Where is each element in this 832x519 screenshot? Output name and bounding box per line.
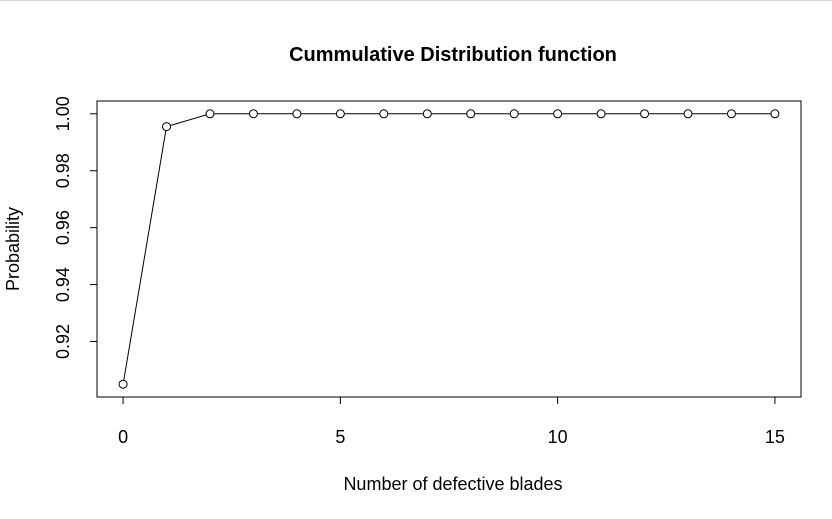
chart-title: Cummulative Distribution function (289, 44, 617, 66)
data-point (770, 109, 780, 119)
data-point (466, 109, 476, 119)
y-tick-label: 0.98 (53, 153, 73, 188)
x-tick-label: 10 (548, 427, 568, 447)
y-tick-label: 1.00 (53, 96, 73, 131)
data-point (205, 109, 215, 119)
data-point (292, 109, 302, 119)
y-axis-label: Probability (3, 207, 23, 291)
data-point (422, 109, 432, 119)
plot-frame (96, 100, 802, 398)
data-point (553, 109, 563, 119)
data-point (596, 109, 606, 119)
y-tick-label: 0.96 (53, 210, 73, 245)
y-tick-label: 0.92 (53, 324, 73, 359)
x-tick-label: 5 (335, 427, 345, 447)
x-tick-label: 15 (765, 427, 785, 447)
data-point (162, 122, 172, 132)
data-point (509, 109, 519, 119)
x-axis-label: Number of defective blades (343, 474, 562, 494)
y-tick-label: 0.94 (53, 267, 73, 302)
data-point (248, 109, 258, 119)
data-points (118, 109, 780, 389)
x-axis: 0 5 10 15 (118, 397, 785, 447)
data-point (335, 109, 345, 119)
data-point (640, 109, 650, 119)
data-point (683, 109, 693, 119)
data-point (379, 109, 389, 119)
series-line (122, 113, 775, 385)
y-axis: 0.92 0.94 0.96 0.98 1.00 (53, 96, 97, 359)
data-point (118, 379, 128, 389)
data-point (726, 109, 736, 119)
window-top-border (0, 0, 832, 1)
x-tick-label: 0 (118, 427, 128, 447)
